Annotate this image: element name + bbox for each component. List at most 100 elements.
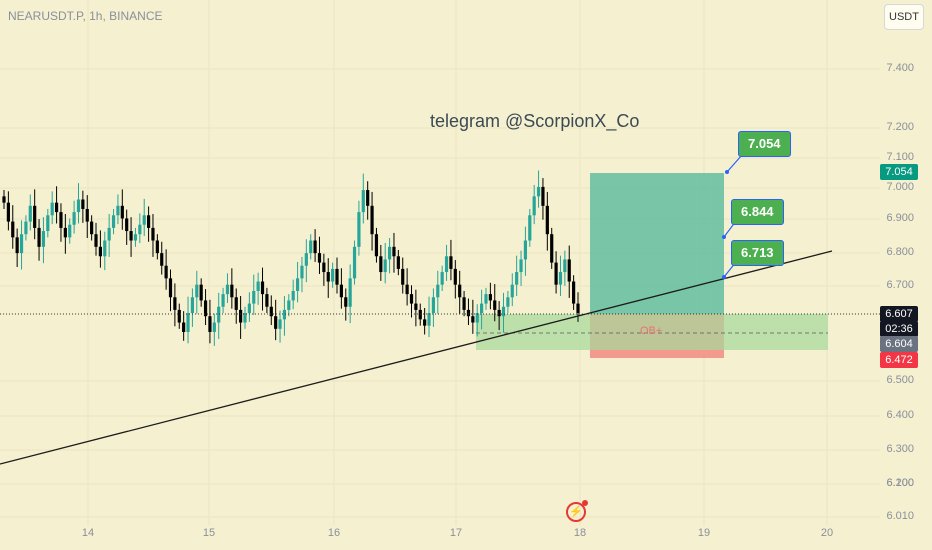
candle	[146, 206, 151, 242]
candle	[203, 289, 208, 326]
candle	[155, 234, 159, 260]
target-callout-2[interactable]: 6.844	[731, 199, 784, 225]
price-tick-6: 6.700	[886, 279, 914, 291]
candle	[383, 243, 387, 284]
stop-price-badge: 6.472	[880, 352, 918, 368]
candle	[291, 279, 295, 310]
candle	[431, 288, 436, 327]
candle	[151, 214, 155, 257]
price-tick-4: 6.900	[886, 212, 914, 224]
candle	[160, 241, 164, 275]
candle	[510, 273, 514, 307]
time-tick-2: 16	[327, 527, 341, 539]
candle	[230, 268, 234, 309]
price-tick-8: 6.400	[886, 409, 914, 421]
candle	[339, 268, 343, 309]
candle	[528, 208, 532, 247]
candle	[519, 250, 523, 286]
candle	[59, 203, 63, 242]
watermark-text: telegram @ScorpionX_Co	[430, 111, 640, 131]
price-tick-9: 6.300	[886, 443, 914, 455]
symbol-title: NEARUSDT.P, 1h, BINANCE	[8, 9, 163, 23]
second-price-badge: 6.604	[880, 336, 918, 352]
candle	[68, 218, 72, 244]
candle	[195, 270, 199, 314]
price-tick-7: 6.500	[886, 374, 914, 386]
candle	[90, 215, 94, 241]
candle	[326, 258, 330, 298]
price-tick-2: 7.100	[886, 151, 914, 163]
candle	[576, 292, 580, 322]
candle	[374, 227, 379, 263]
candle	[379, 244, 383, 281]
candle	[405, 268, 409, 306]
candle	[401, 257, 405, 294]
currency-button[interactable]: USDT	[884, 4, 924, 30]
target-callout-1[interactable]: 7.054	[738, 131, 791, 157]
candle	[352, 240, 357, 285]
candle	[458, 270, 462, 314]
candle	[366, 181, 370, 220]
candle	[475, 304, 479, 337]
candle	[370, 191, 374, 251]
candle	[453, 260, 457, 299]
candle	[11, 205, 15, 249]
candle	[357, 200, 361, 256]
candle	[15, 228, 19, 268]
time-tick-6: 20	[820, 527, 834, 539]
candle	[212, 313, 216, 346]
candle	[177, 303, 181, 329]
candle	[199, 278, 203, 307]
candle	[6, 191, 10, 231]
candle	[550, 227, 554, 269]
candle	[234, 288, 238, 324]
candle	[182, 311, 186, 341]
candle	[536, 170, 541, 208]
candle	[497, 301, 501, 331]
candle	[208, 299, 212, 344]
order-block-label: OB+	[640, 325, 663, 337]
candle	[247, 292, 251, 322]
candle	[72, 200, 76, 234]
candle	[217, 292, 221, 339]
candle	[427, 296, 431, 338]
candle	[317, 236, 322, 274]
candle	[81, 190, 85, 223]
candle	[107, 214, 111, 257]
time-tick-5: 19	[697, 527, 711, 539]
lightning-icon[interactable]: ⚡	[566, 500, 588, 522]
candle	[396, 249, 400, 276]
candle	[186, 296, 190, 344]
candle	[41, 217, 46, 264]
candle	[554, 251, 558, 294]
candle	[125, 209, 129, 245]
time-tick-0: 14	[81, 527, 95, 539]
candle	[243, 306, 247, 329]
candle	[501, 292, 506, 333]
candle	[444, 244, 449, 281]
candle	[348, 264, 352, 324]
price-tick-3: 7.000	[886, 181, 914, 193]
candle	[116, 194, 120, 225]
candle	[85, 195, 89, 238]
candle	[423, 308, 427, 335]
countdown-badge: 02:36	[880, 321, 918, 337]
candle	[164, 249, 168, 290]
candle	[265, 287, 269, 314]
candle	[138, 213, 142, 244]
candle	[480, 289, 484, 330]
candle	[515, 255, 519, 297]
candle	[488, 282, 492, 310]
candle	[269, 295, 273, 326]
candle	[278, 310, 282, 343]
candle	[567, 245, 571, 298]
candle	[493, 284, 497, 322]
candle	[173, 283, 177, 327]
candle	[24, 215, 28, 241]
candle	[103, 231, 107, 271]
candle	[313, 229, 317, 262]
candle	[129, 217, 133, 257]
candle	[98, 230, 102, 268]
target-callout-3[interactable]: 6.713	[731, 240, 784, 266]
